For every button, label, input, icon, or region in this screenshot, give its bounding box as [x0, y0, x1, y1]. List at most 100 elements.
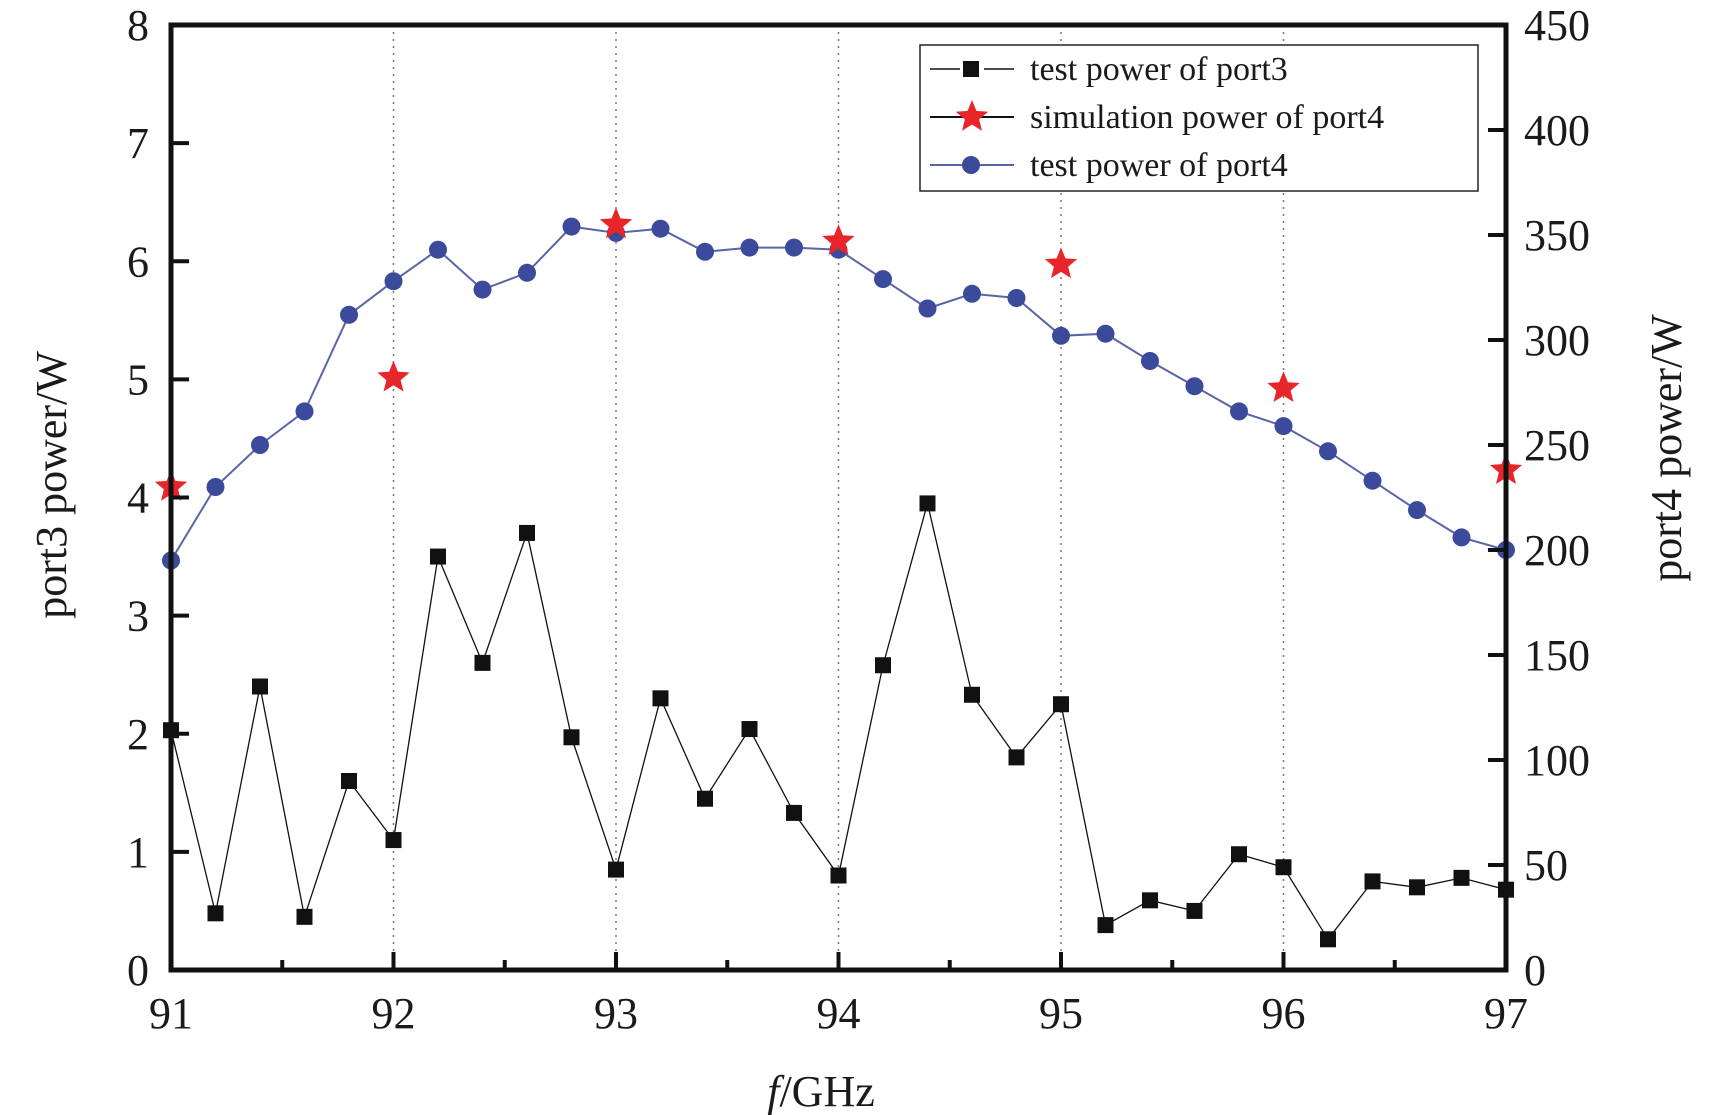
- point-port3-test: [1453, 869, 1470, 886]
- point-port4-test: [518, 263, 536, 282]
- y-left-tick-label: 7: [127, 119, 149, 168]
- y-left-tick-label: 1: [127, 828, 149, 877]
- y-right-tick-label: 450: [1524, 1, 1590, 50]
- series-line-port4-test: [170, 225, 1507, 562]
- legend-item-port4-sim: simulation power of port4: [930, 99, 1384, 136]
- point-port3-test: [385, 832, 402, 849]
- point-port3-test: [341, 773, 357, 789]
- point-port4-test: [1319, 442, 1337, 461]
- point-port3-test: [875, 657, 891, 674]
- point-port4-test: [740, 238, 759, 257]
- point-port4-sim: [599, 207, 633, 239]
- point-port4-test: [1052, 326, 1070, 345]
- point-port3-test: [1364, 873, 1381, 890]
- point-port4-test: [1185, 377, 1204, 396]
- point-port3-test: [1231, 846, 1247, 863]
- point-port4-test: [206, 478, 225, 496]
- y-left-tick-label: 4: [127, 474, 149, 523]
- point-port4-sim: [1267, 371, 1300, 403]
- y-left-tick-label: 5: [127, 355, 149, 404]
- y-right-tick-label: 350: [1524, 211, 1590, 260]
- point-port3-test: [697, 790, 713, 807]
- point-port3-test: [1275, 859, 1292, 876]
- point-port4-test: [295, 402, 314, 421]
- point-port4-test: [1141, 352, 1159, 370]
- point-port4-test: [1274, 417, 1293, 436]
- point-port4-test: [874, 270, 892, 289]
- x-tick-label: 93: [594, 989, 638, 1038]
- point-port3-test: [741, 721, 758, 738]
- point-port3-test: [1409, 879, 1425, 896]
- legend-marker-port4-test: [962, 156, 980, 174]
- point-port3-test: [652, 690, 669, 707]
- point-port3-test: [786, 804, 802, 821]
- point-port4-test: [384, 272, 403, 291]
- point-port4-test: [1408, 501, 1426, 520]
- point-port3-test: [563, 729, 580, 746]
- point-port4-test: [340, 305, 358, 324]
- point-port4-test: [696, 242, 714, 261]
- y-right-tick-label: 200: [1524, 526, 1590, 575]
- point-port3-test: [830, 867, 847, 884]
- point-port4-test: [1452, 528, 1471, 547]
- legend-marker-port4-sim: [955, 100, 989, 131]
- x-axis-title-unit: /GHz: [779, 1067, 874, 1115]
- point-port3-test: [519, 524, 535, 541]
- point-port3-test: [608, 861, 624, 878]
- point-port4-sim: [377, 360, 410, 392]
- legend-item-port3: test power of port3: [930, 51, 1288, 88]
- point-port3-test: [1320, 931, 1336, 948]
- point-port4-test: [1096, 324, 1115, 343]
- y-right-tick-label: 250: [1524, 421, 1590, 470]
- x-tick-label: 97: [1484, 989, 1528, 1038]
- x-tick-label: 94: [817, 989, 861, 1038]
- y-left-tick-label: 2: [127, 710, 149, 759]
- point-port4-test: [1230, 402, 1248, 421]
- point-port3-test: [919, 495, 936, 512]
- point-port3-test: [964, 686, 980, 703]
- x-tick-label: 96: [1262, 989, 1306, 1038]
- point-port4-test: [562, 217, 581, 236]
- x-axis-title: f/GHz: [767, 1067, 875, 1115]
- y-axis-title-left: port3 power/W: [27, 351, 76, 619]
- y-right-tick-label: 50: [1524, 841, 1568, 890]
- point-port4-test: [651, 219, 670, 238]
- point-port3-test: [252, 678, 268, 695]
- y-right-tick-label: 150: [1524, 631, 1590, 680]
- point-port4-test: [1007, 289, 1026, 307]
- point-port3-test: [1053, 696, 1069, 713]
- axis-ticks: 91 92 93 94 95 96 9701234567805010015020025030…: [127, 1, 1590, 1038]
- point-port4-sim: [1044, 247, 1078, 279]
- y-left-tick-label: 8: [127, 1, 149, 50]
- series-port3-test: [163, 495, 1514, 948]
- y-right-tick-label: 100: [1524, 736, 1590, 785]
- legend-label-port3: test power of port3: [1030, 51, 1288, 88]
- point-port4-test: [473, 280, 492, 299]
- legend-label-port4-sim: simulation power of port4: [1030, 99, 1384, 136]
- y-left-tick-label: 3: [127, 592, 149, 641]
- y-left-tick-label: 6: [127, 237, 149, 286]
- point-port4-sim: [822, 224, 855, 256]
- x-tick-label: 95: [1039, 989, 1083, 1038]
- series-port4-test: [162, 217, 1515, 570]
- point-port3-test: [1008, 749, 1025, 766]
- point-port4-test: [251, 436, 269, 454]
- legend-marker-port3: [963, 61, 979, 77]
- y-right-tick-label: 300: [1524, 316, 1590, 365]
- point-port3-test: [474, 654, 491, 671]
- point-port4-test: [1363, 471, 1382, 490]
- y-right-tick-label: 400: [1524, 106, 1590, 155]
- x-tick-label: 91: [149, 989, 193, 1038]
- legend: test power of port3 simulation power of …: [919, 44, 1479, 192]
- point-port3-test: [430, 548, 446, 565]
- y-right-tick-label: 0: [1524, 946, 1546, 995]
- y-axis-title-right: port4 power/W: [1642, 314, 1691, 582]
- point-port4-test: [785, 238, 803, 257]
- legend-item-port4-test: test power of port4: [930, 147, 1288, 184]
- point-port3-test: [1142, 892, 1158, 909]
- point-port4-test: [918, 299, 937, 318]
- point-port3-test: [1186, 902, 1203, 919]
- y-left-tick-label: 0: [127, 946, 149, 995]
- point-port3-test: [1097, 917, 1114, 934]
